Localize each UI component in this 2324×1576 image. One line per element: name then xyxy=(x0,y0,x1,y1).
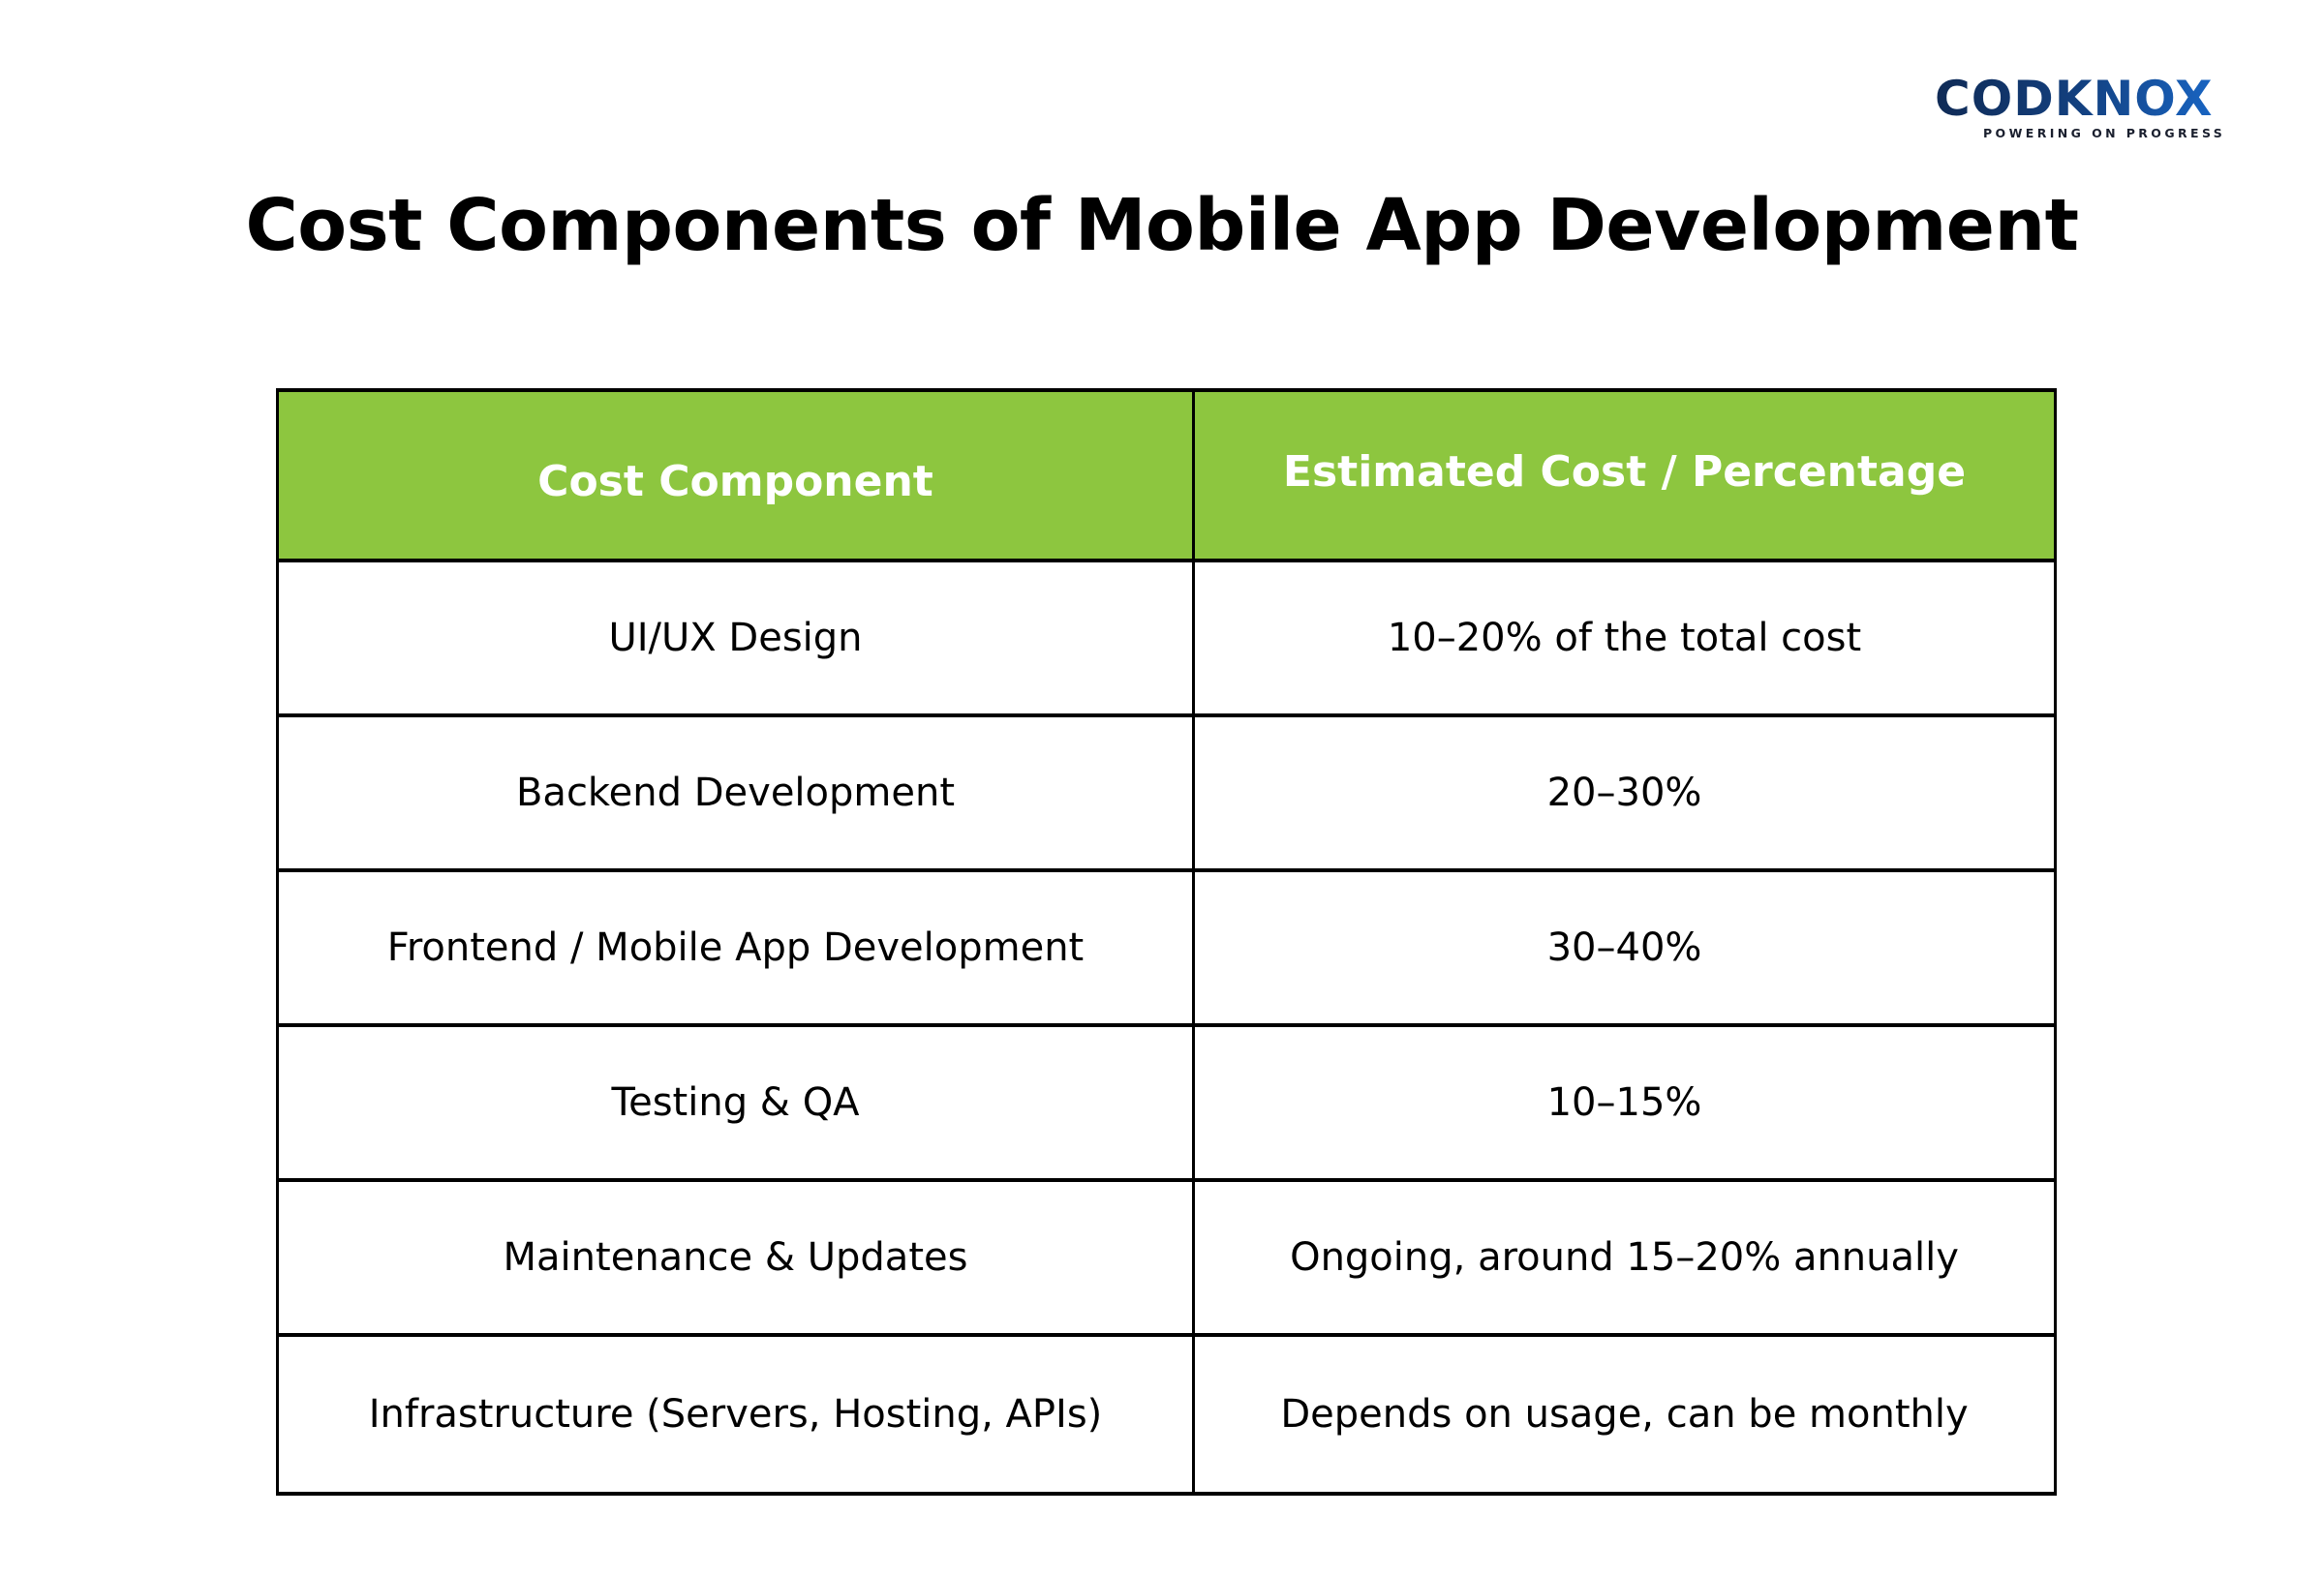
table-row: Testing & QA 10–15% xyxy=(276,1025,2057,1182)
table-row: Infrastructure (Servers, Hosting, APIs) … xyxy=(276,1335,2057,1496)
table-row: Maintenance & Updates Ongoing, around 15… xyxy=(276,1180,2057,1337)
table-row: Backend Development 20–30% xyxy=(276,715,2057,872)
cell-estimate: 20–30% xyxy=(1192,715,2057,872)
table-row: UI/UX Design 10–20% of the total cost xyxy=(276,561,2057,717)
page-title: Cost Components of Mobile App Developmen… xyxy=(245,184,2079,267)
cell-component: Frontend / Mobile App Development xyxy=(276,870,1195,1027)
cost-components-table: Cost Component Estimated Cost / Percenta… xyxy=(276,388,2057,1496)
cell-component: Backend Development xyxy=(276,715,1195,872)
logo-wordmark: CODKNOX xyxy=(1935,74,2254,124)
table-row: Frontend / Mobile App Development 30–40% xyxy=(276,870,2057,1027)
brand-logo: CODKNOX POWERING ON PROGRESS xyxy=(1935,74,2254,141)
cell-estimate: Depends on usage, can be monthly xyxy=(1192,1335,2057,1496)
header-estimated-cost: Estimated Cost / Percentage xyxy=(1192,388,2057,562)
cell-estimate: Ongoing, around 15–20% annually xyxy=(1192,1180,2057,1337)
table-header-row: Cost Component Estimated Cost / Percenta… xyxy=(276,388,2057,562)
cell-component: Infrastructure (Servers, Hosting, APIs) xyxy=(276,1335,1195,1496)
logo-tagline: POWERING ON PROGRESS xyxy=(1983,126,2226,140)
header-cost-component: Cost Component xyxy=(276,388,1195,562)
cell-estimate: 10–20% of the total cost xyxy=(1192,561,2057,717)
cell-component: Testing & QA xyxy=(276,1025,1195,1182)
cell-component: Maintenance & Updates xyxy=(276,1180,1195,1337)
cell-estimate: 30–40% xyxy=(1192,870,2057,1027)
cell-component: UI/UX Design xyxy=(276,561,1195,717)
cell-estimate: 10–15% xyxy=(1192,1025,2057,1182)
